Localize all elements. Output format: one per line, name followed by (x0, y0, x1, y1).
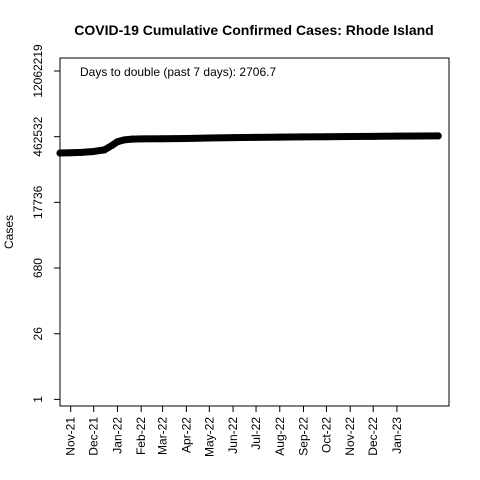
data-point (346, 133, 354, 141)
x-tick-label: Jul-22 (249, 417, 263, 450)
data-point (393, 132, 401, 140)
x-tick-label: Sep-22 (297, 417, 311, 456)
y-tick-label: 680 (31, 258, 45, 278)
data-point (90, 147, 98, 155)
x-tick-label: Dec-22 (366, 417, 380, 456)
data-point (56, 149, 64, 157)
data-point (434, 132, 442, 140)
y-tick-label: 26 (31, 327, 45, 341)
chart-title: COVID-19 Cumulative Confirmed Cases: Rho… (74, 22, 433, 38)
data-point (100, 146, 108, 154)
data-point (67, 149, 75, 157)
data-point (108, 141, 116, 149)
y-axis-label: Cases (2, 215, 16, 249)
data-point (229, 134, 237, 142)
data-point (137, 135, 145, 143)
data-point (159, 135, 167, 143)
data-point (417, 132, 425, 140)
x-tick-label: Jan-22 (110, 417, 124, 454)
data-point (276, 133, 284, 141)
x-tick-label: Oct-22 (319, 417, 333, 453)
y-tick-label: 1 (31, 396, 45, 403)
x-tick-label: May-22 (202, 417, 216, 457)
x-tick-label: Nov-22 (343, 417, 357, 456)
x-tick-label: Apr-22 (179, 417, 193, 453)
y-tick-label: 12062219 (31, 44, 45, 98)
data-point (120, 136, 128, 144)
data-point (205, 134, 213, 142)
plot-frame (59, 57, 450, 407)
data-point (252, 133, 260, 141)
y-axis: 1 26 680 17736 462532 12062219 (31, 44, 60, 403)
data-point (300, 133, 308, 141)
x-axis: Nov-21 Dec-21 Jan-22 Feb-22 Mar-22 Apr-22 May-… (64, 406, 404, 457)
series-layer (56, 132, 442, 157)
x-tick-label: Nov-21 (64, 417, 78, 456)
y-tick-label: 17736 (31, 185, 45, 219)
data-point (113, 138, 121, 146)
x-tick-label: Jan-23 (390, 417, 404, 454)
x-tick-label: Dec-21 (87, 417, 101, 456)
data-point (182, 135, 190, 143)
x-tick-label: Jun-22 (226, 417, 240, 454)
x-tick-label: Mar-22 (156, 417, 170, 455)
data-point (128, 135, 136, 143)
doubling-annotation: Days to double (past 7 days): 2706.7 (80, 65, 276, 79)
data-point (322, 133, 330, 141)
x-tick-label: Feb-22 (134, 417, 148, 455)
x-tick-label: Aug-22 (273, 417, 287, 456)
data-point (77, 148, 85, 156)
data-point (369, 132, 377, 140)
y-tick-label: 462532 (31, 116, 45, 156)
